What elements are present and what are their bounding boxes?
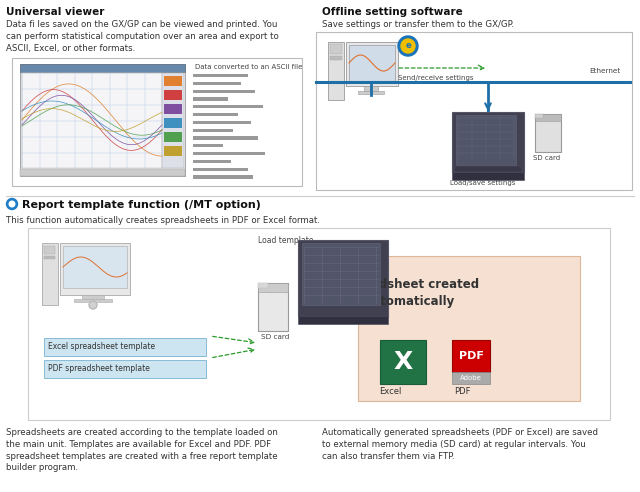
Text: Spreadsheets are created according to the template loaded on
the main unit. Temp: Spreadsheets are created according to th…	[6, 428, 278, 472]
Bar	[349, 45, 395, 81]
Bar	[193, 82, 241, 85]
Bar	[535, 114, 561, 152]
Bar	[74, 299, 112, 302]
Bar	[20, 64, 185, 72]
Bar	[164, 146, 182, 156]
Text: PDF spreadsheet template: PDF spreadsheet template	[48, 364, 150, 373]
Text: This function automatically creates spreadsheets in PDF or Excel format.: This function automatically creates spre…	[6, 216, 320, 225]
Bar	[358, 91, 384, 94]
Bar	[193, 152, 265, 155]
Text: Report template function (/MT option): Report template function (/MT option)	[22, 200, 261, 210]
Bar	[258, 283, 288, 292]
Bar	[12, 58, 302, 186]
Text: Ethernet: Ethernet	[589, 68, 621, 74]
Bar	[535, 114, 561, 121]
Bar	[302, 243, 380, 305]
Bar	[42, 243, 58, 305]
Text: Automatically generated spreadsheets (PDF or Excel) are saved
to external memory: Automatically generated spreadsheets (PD…	[322, 428, 598, 461]
Bar	[164, 76, 182, 86]
Text: Load/save settings: Load/save settings	[450, 180, 515, 186]
Bar	[452, 172, 524, 180]
Bar	[44, 246, 55, 254]
Bar	[28, 228, 610, 420]
Text: PDF: PDF	[459, 351, 483, 361]
Bar	[454, 166, 522, 172]
Text: Universal viewer: Universal viewer	[6, 7, 104, 17]
Bar	[60, 243, 130, 295]
Text: Data fi les saved on the GX/GP can be viewed and printed. You
can perform statis: Data fi les saved on the GX/GP can be vi…	[6, 20, 279, 53]
Bar	[193, 136, 258, 140]
Bar	[456, 115, 516, 165]
Bar	[193, 90, 255, 93]
Bar	[193, 168, 248, 171]
Bar	[193, 121, 251, 124]
Bar	[44, 360, 206, 378]
Bar	[193, 160, 231, 163]
Bar	[164, 90, 182, 100]
Text: Load template: Load template	[258, 236, 314, 245]
Bar	[258, 283, 268, 288]
Bar	[193, 113, 238, 116]
Text: PDF: PDF	[454, 387, 470, 396]
Bar	[20, 169, 185, 176]
Bar	[193, 144, 223, 148]
Bar	[162, 73, 184, 168]
Bar	[316, 32, 632, 190]
Bar	[164, 118, 182, 128]
Bar	[193, 176, 253, 179]
Bar	[22, 73, 162, 168]
Text: Offline setting software: Offline setting software	[322, 7, 463, 17]
Bar	[44, 338, 206, 356]
Bar	[298, 240, 388, 316]
Circle shape	[9, 201, 15, 207]
Circle shape	[89, 301, 97, 309]
Bar	[535, 114, 543, 118]
Bar	[358, 256, 580, 401]
Text: SD card: SD card	[533, 155, 560, 161]
Circle shape	[6, 198, 17, 210]
Text: X: X	[394, 350, 413, 374]
Bar	[82, 295, 104, 299]
Text: Excel spreadsheet template: Excel spreadsheet template	[48, 342, 155, 351]
Text: Excel: Excel	[379, 387, 401, 396]
Bar	[330, 44, 342, 54]
Text: e: e	[405, 41, 411, 51]
Bar	[193, 74, 248, 77]
Bar	[452, 112, 524, 172]
Bar	[452, 340, 490, 372]
Text: Data converted to an ASCII file: Data converted to an ASCII file	[195, 64, 302, 70]
Bar	[364, 86, 378, 91]
Bar	[380, 340, 426, 384]
Text: Adobe: Adobe	[460, 375, 482, 381]
Text: Save settings or transfer them to the GX/GP.: Save settings or transfer them to the GX…	[322, 20, 514, 29]
Circle shape	[398, 36, 418, 56]
Bar	[44, 256, 55, 259]
Bar	[193, 105, 263, 108]
Bar	[164, 132, 182, 142]
Bar	[452, 372, 490, 384]
Bar	[193, 97, 228, 100]
Bar	[20, 64, 185, 176]
Text: Send/receive settings: Send/receive settings	[398, 75, 474, 81]
Circle shape	[401, 39, 415, 53]
Text: Spreadsheet created
automatically: Spreadsheet created automatically	[340, 278, 479, 308]
Bar	[193, 128, 233, 132]
Bar	[164, 104, 182, 114]
Bar	[298, 316, 388, 324]
Bar	[258, 283, 288, 331]
Bar	[63, 246, 127, 288]
Bar	[330, 56, 342, 60]
Text: SD card: SD card	[261, 334, 289, 340]
Bar	[346, 42, 398, 86]
Bar	[328, 42, 344, 100]
